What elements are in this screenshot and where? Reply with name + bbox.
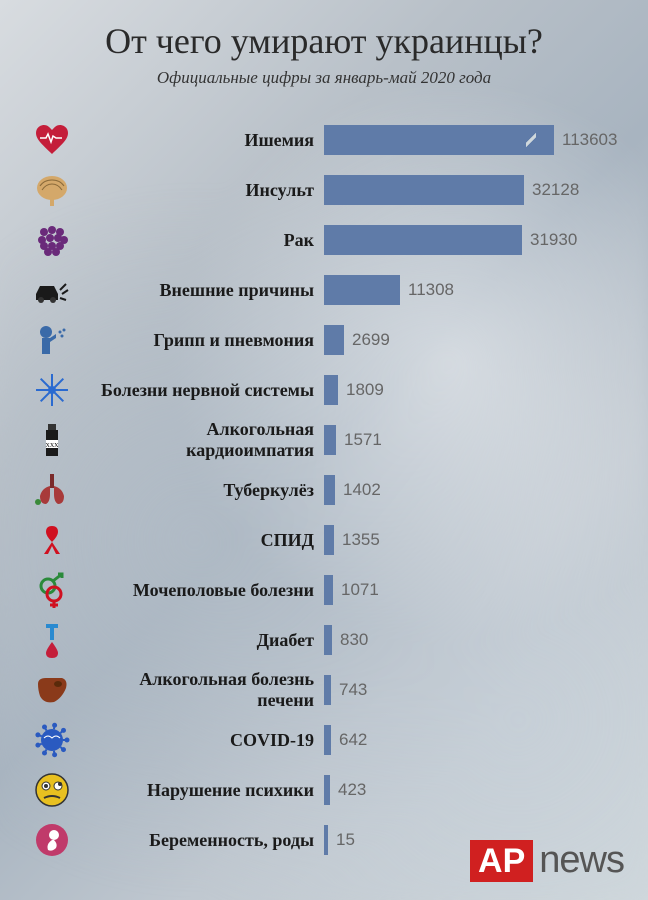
cough-icon xyxy=(24,316,80,364)
chart-bar xyxy=(324,375,338,405)
chart-row: Нарушение психики 423 xyxy=(24,766,624,814)
chart-bar xyxy=(324,325,344,355)
chart-value: 830 xyxy=(340,630,368,650)
chart-bar-cell: 2699 xyxy=(324,325,624,355)
chart-bar xyxy=(324,825,328,855)
chart-row: Диабет 830 xyxy=(24,616,624,664)
chart-bar xyxy=(324,625,332,655)
source-logo: AP news xyxy=(470,839,624,882)
chart-value: 642 xyxy=(339,730,367,750)
chart-label: Грипп и пневмония xyxy=(80,330,324,351)
chart-bar-cell: 1071 xyxy=(324,575,624,605)
page-subtitle: Официальные цифры за январь-май 2020 год… xyxy=(24,68,624,88)
chart-bar-cell: 1355 xyxy=(324,525,624,555)
chart-label: Туберкулёз xyxy=(80,480,324,501)
chart-bar-cell: 1402 xyxy=(324,475,624,505)
chart-bar xyxy=(324,775,330,805)
chart-label: Беременность, роды xyxy=(80,830,324,851)
chart-bar-cell: 1571 xyxy=(324,425,624,455)
chart-label: Болезни нервной системы xyxy=(80,380,324,401)
chart-row: СПИД 1355 xyxy=(24,516,624,564)
chart-bar xyxy=(324,225,522,255)
chart-row: Мочеполовые болезни 1071 xyxy=(24,566,624,614)
chart-bar xyxy=(324,725,331,755)
heart-icon xyxy=(24,116,80,164)
drop-icon xyxy=(24,616,80,664)
page-title: От чего умирают украинцы? xyxy=(24,20,624,62)
chart-label: Инсульт xyxy=(80,180,324,201)
chart-label: Внешние причины xyxy=(80,280,324,301)
car-icon xyxy=(24,266,80,314)
chart-row: Туберкулёз 1402 xyxy=(24,466,624,514)
chart-label: Рак xyxy=(80,230,324,251)
chart-row: Болезни нервной системы 1809 xyxy=(24,366,624,414)
chart-value: 1809 xyxy=(346,380,384,400)
death-causes-chart: Ишемия 113603 Инсульт 32128 Рак 31930 Внешние … xyxy=(24,116,624,864)
chart-value: 2699 xyxy=(352,330,390,350)
chart-label: Алкогольная болезнь печени xyxy=(80,669,324,711)
fetus-icon xyxy=(24,816,80,864)
chart-bar-cell: 642 xyxy=(324,725,624,755)
chart-row: Алкогольная болезнь печени 743 xyxy=(24,666,624,714)
chart-bar xyxy=(324,475,335,505)
chart-bar xyxy=(324,575,333,605)
chart-bar-cell: 31930 xyxy=(324,225,624,255)
svg-text:XXX: XXX xyxy=(46,443,60,449)
chart-label: Диабет xyxy=(80,630,324,651)
bottle-icon: XXX xyxy=(24,416,80,464)
chart-label: Нарушение психики xyxy=(80,780,324,801)
chart-row: COVID-19 642 xyxy=(24,716,624,764)
gender-icon xyxy=(24,566,80,614)
ribbon-icon xyxy=(24,516,80,564)
chart-row: Инсульт 32128 xyxy=(24,166,624,214)
chart-bar-cell: 423 xyxy=(324,775,624,805)
brain-icon xyxy=(24,166,80,214)
chart-bar xyxy=(324,425,336,455)
chart-value: 743 xyxy=(339,680,367,700)
lungs-icon xyxy=(24,466,80,514)
chart-label: Мочеполовые болезни xyxy=(80,580,324,601)
chart-row: Грипп и пневмония 2699 xyxy=(24,316,624,364)
chart-value: 32128 xyxy=(532,180,579,200)
chart-label: Алкогольная кардиоимпатия xyxy=(80,419,324,461)
chart-bar-cell: 32128 xyxy=(324,175,624,205)
chart-value: 11308 xyxy=(408,280,454,300)
liver-icon xyxy=(24,666,80,714)
chart-bar-cell: 1809 xyxy=(324,375,624,405)
chart-bar-cell: 11308 xyxy=(324,275,624,305)
chart-row: Ишемия 113603 xyxy=(24,116,624,164)
chart-bar xyxy=(324,525,334,555)
chart-label: СПИД xyxy=(80,530,324,551)
neuron-icon xyxy=(24,366,80,414)
chart-bar-cell: 830 xyxy=(324,625,624,655)
chart-bar xyxy=(324,175,524,205)
chart-row: Рак 31930 xyxy=(24,216,624,264)
chart-value: 1071 xyxy=(341,580,379,600)
logo-text: news xyxy=(539,839,624,882)
chart-value: 113603 xyxy=(562,130,617,150)
logo-box: AP xyxy=(470,840,533,882)
chart-row: XXX Алкогольная кардиоимпатия 1571 xyxy=(24,416,624,464)
chart-bar-cell: 743 xyxy=(324,675,624,705)
chart-bar xyxy=(324,275,400,305)
chart-row: Внешние причины 11308 xyxy=(24,266,624,314)
chart-label: COVID-19 xyxy=(80,730,324,751)
chart-bar-cell: 113603 xyxy=(324,125,624,155)
cells-icon xyxy=(24,216,80,264)
chart-bar xyxy=(324,675,331,705)
chart-value: 15 xyxy=(336,830,355,850)
chart-value: 423 xyxy=(338,780,366,800)
chart-bar xyxy=(324,125,554,155)
chart-label: Ишемия xyxy=(80,130,324,151)
virus-icon xyxy=(24,716,80,764)
chart-value: 1571 xyxy=(344,430,382,450)
chart-value: 31930 xyxy=(530,230,577,250)
face-icon xyxy=(24,766,80,814)
chart-value: 1355 xyxy=(342,530,380,550)
chart-value: 1402 xyxy=(343,480,381,500)
